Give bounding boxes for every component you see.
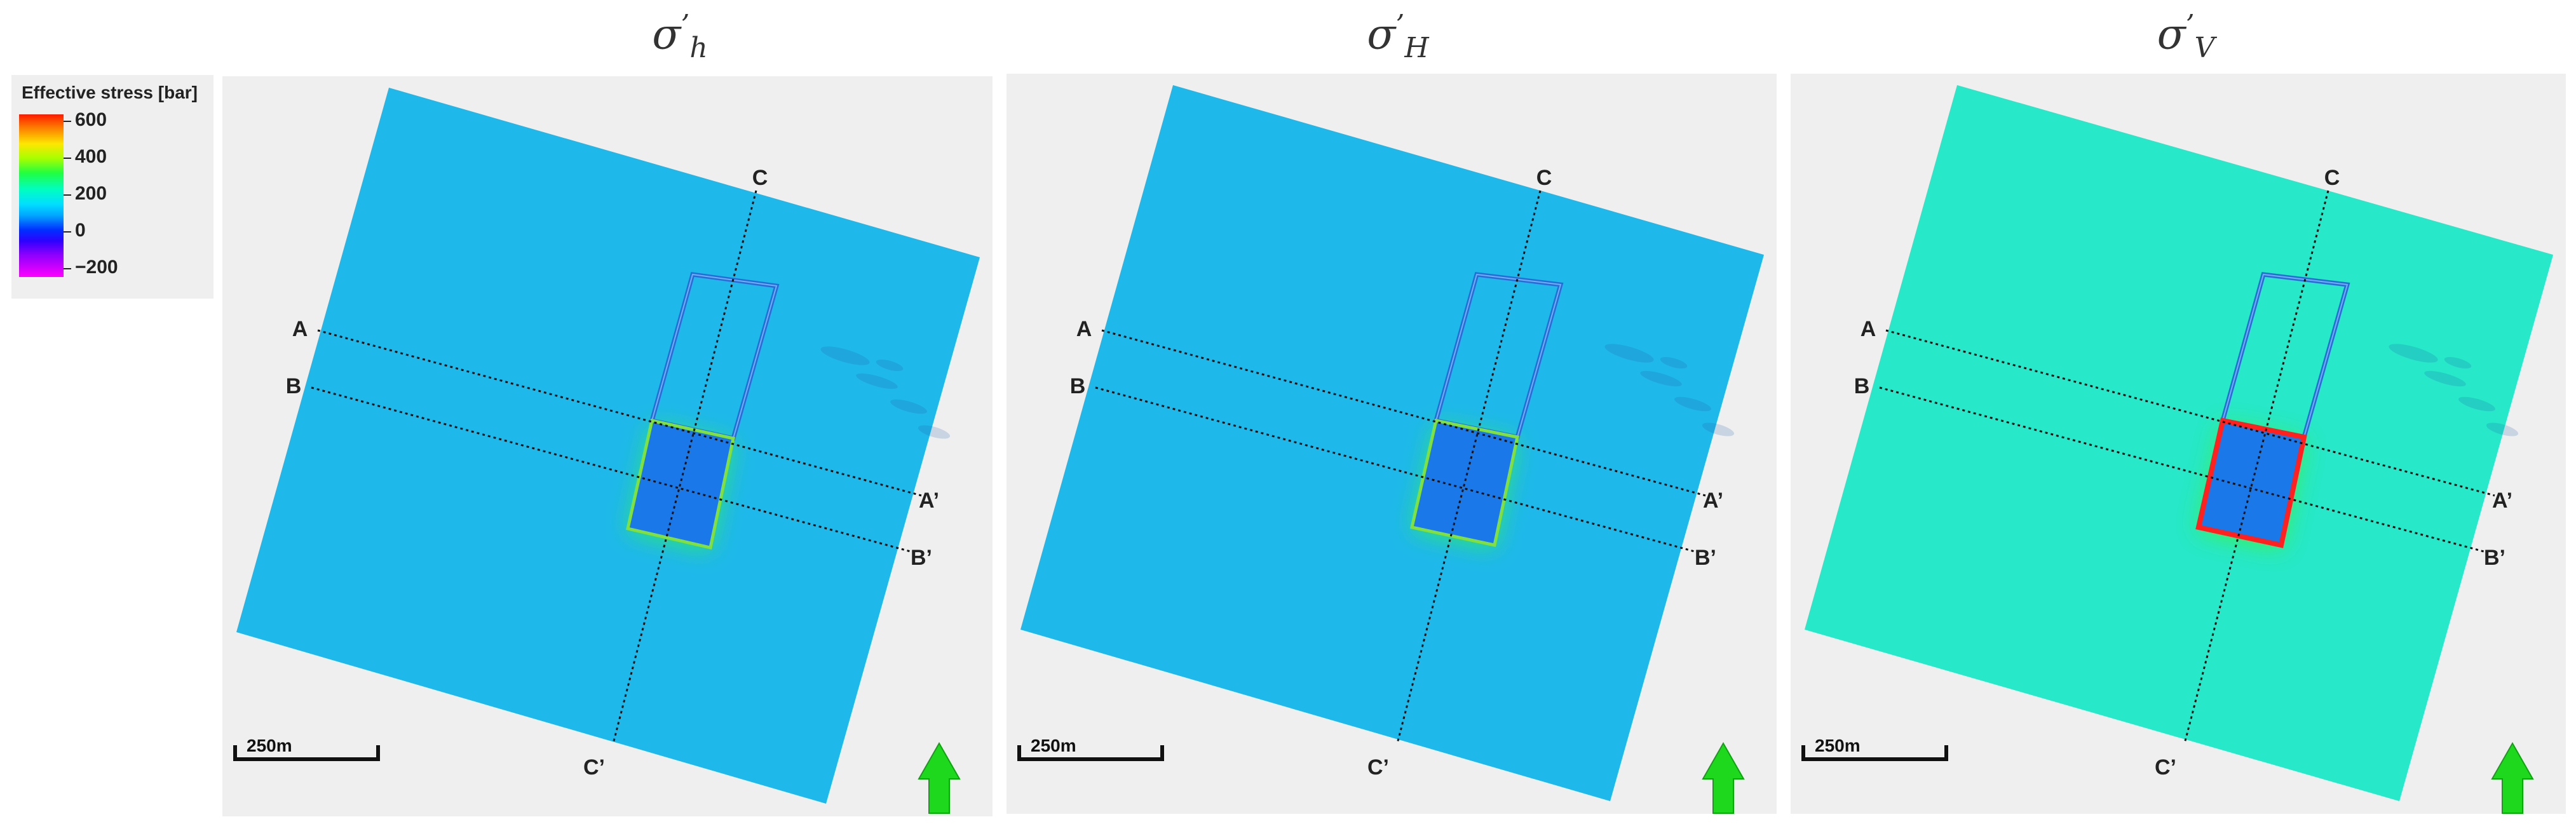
section-label-b: B (1854, 374, 1870, 398)
prime-mark: ’ (2185, 9, 2195, 41)
stress-map-panel-h: A B C A’ B’ C’ 250m (222, 76, 993, 816)
section-line-a (1101, 329, 1706, 497)
texture-streak (1702, 422, 1735, 436)
section-line-a (1885, 329, 2495, 497)
stress-map-svg: A B C A’ B’ C’ 250m (1801, 85, 2553, 814)
section-line-a (317, 329, 922, 497)
section-label-b-prime: B’ (2484, 546, 2505, 570)
colorbar-legend: Effective stress [bar] 600 400 200 0 −20… (11, 75, 214, 299)
section-line-c (2183, 190, 2329, 744)
panel-title-sigma-H: σ’H (1303, 9, 1493, 64)
section-label-b: B (286, 374, 302, 398)
section-line-b (1095, 386, 1700, 554)
subscript: V (2194, 32, 2215, 65)
legend-label: 0 (75, 220, 86, 241)
legend-tick (64, 194, 71, 196)
scale-label: 250m (1815, 736, 1861, 755)
reservoir-block (1410, 419, 1519, 547)
section-label-b-prime: B’ (911, 546, 932, 570)
legend-tick (64, 121, 71, 122)
legend-label: 400 (75, 146, 107, 167)
panel-title-sigma-V: σ’V (2091, 9, 2281, 64)
texture-streak (820, 346, 870, 365)
panel-title-sigma-h: σ’h (585, 9, 775, 64)
section-label-a-prime: A’ (919, 489, 939, 513)
sigma-symbol: σ (652, 10, 681, 59)
legend-title: Effective stress [bar] (22, 83, 198, 102)
texture-streak (2389, 344, 2438, 363)
model-domain (1805, 85, 2553, 801)
north-arrow-icon (1702, 741, 1745, 814)
texture-streak (1674, 396, 1711, 412)
texture-streak (1604, 344, 1654, 363)
section-label-b-prime: B’ (1695, 546, 1716, 570)
scale-label: 250m (247, 736, 292, 755)
texture-streak (890, 399, 927, 414)
texture-streak (1640, 370, 1682, 387)
prime-mark: ’ (1395, 9, 1405, 41)
prime-mark: ’ (681, 9, 690, 41)
section-label-a-prime: A’ (2492, 489, 2512, 513)
texture-streak (876, 359, 904, 372)
legend-label: 600 (75, 109, 107, 130)
legend-tick (64, 231, 71, 233)
texture-streak (2458, 396, 2495, 412)
sigma-symbol: σ (1367, 10, 1396, 59)
scale-bar (1801, 745, 1948, 761)
section-label-a-prime: A’ (1703, 489, 1723, 513)
model-domain (1020, 85, 1764, 801)
section-label-a: A (1861, 317, 1876, 341)
legend-label: −200 (75, 257, 118, 278)
legend-label: 200 (75, 183, 107, 204)
north-arrow-icon (2491, 741, 2534, 814)
section-label-a: A (292, 317, 308, 341)
stress-map-panel-H: A B C A’ B’ C’ 250m (1007, 74, 1777, 814)
section-label-c: C (752, 166, 768, 190)
texture-streak (856, 373, 898, 389)
section-line-c (1396, 190, 1542, 744)
texture-streak (2486, 422, 2519, 436)
scale-bar (1017, 745, 1164, 761)
texture-streak (918, 425, 951, 439)
section-label-c: C (2324, 166, 2340, 190)
sigma-symbol: σ (2157, 10, 2186, 59)
section-label-b: B (1070, 374, 1086, 398)
section-label-c-prime: C’ (1367, 755, 1389, 780)
legend-tick (64, 158, 71, 159)
texture-streak (1660, 356, 1688, 369)
legend-tick (64, 268, 71, 269)
scale-bar (233, 745, 380, 761)
texture-streak (2424, 370, 2466, 387)
section-label-c-prime: C’ (583, 755, 605, 780)
north-arrow-icon (918, 741, 961, 814)
reservoir-block (2195, 417, 2307, 548)
model-domain (236, 88, 980, 804)
stress-map-svg: A B C A’ B’ C’ 250m (1017, 85, 1764, 814)
section-line-b (1879, 386, 2489, 554)
section-line-c (612, 190, 757, 744)
colorbar (19, 114, 64, 277)
section-label-c: C (1536, 166, 1552, 190)
scale-label: 250m (1031, 736, 1076, 755)
texture-streak (2444, 356, 2472, 369)
stress-map-svg: A B C A’ B’ C’ 250m (233, 88, 980, 814)
subscript: H (1404, 32, 1429, 65)
subscript: h (689, 32, 708, 65)
section-label-c-prime: C’ (2155, 755, 2176, 780)
section-line-b (311, 386, 916, 554)
section-label-a: A (1076, 317, 1092, 341)
stress-map-panel-V: A B C A’ B’ C’ 250m (1791, 74, 2566, 814)
